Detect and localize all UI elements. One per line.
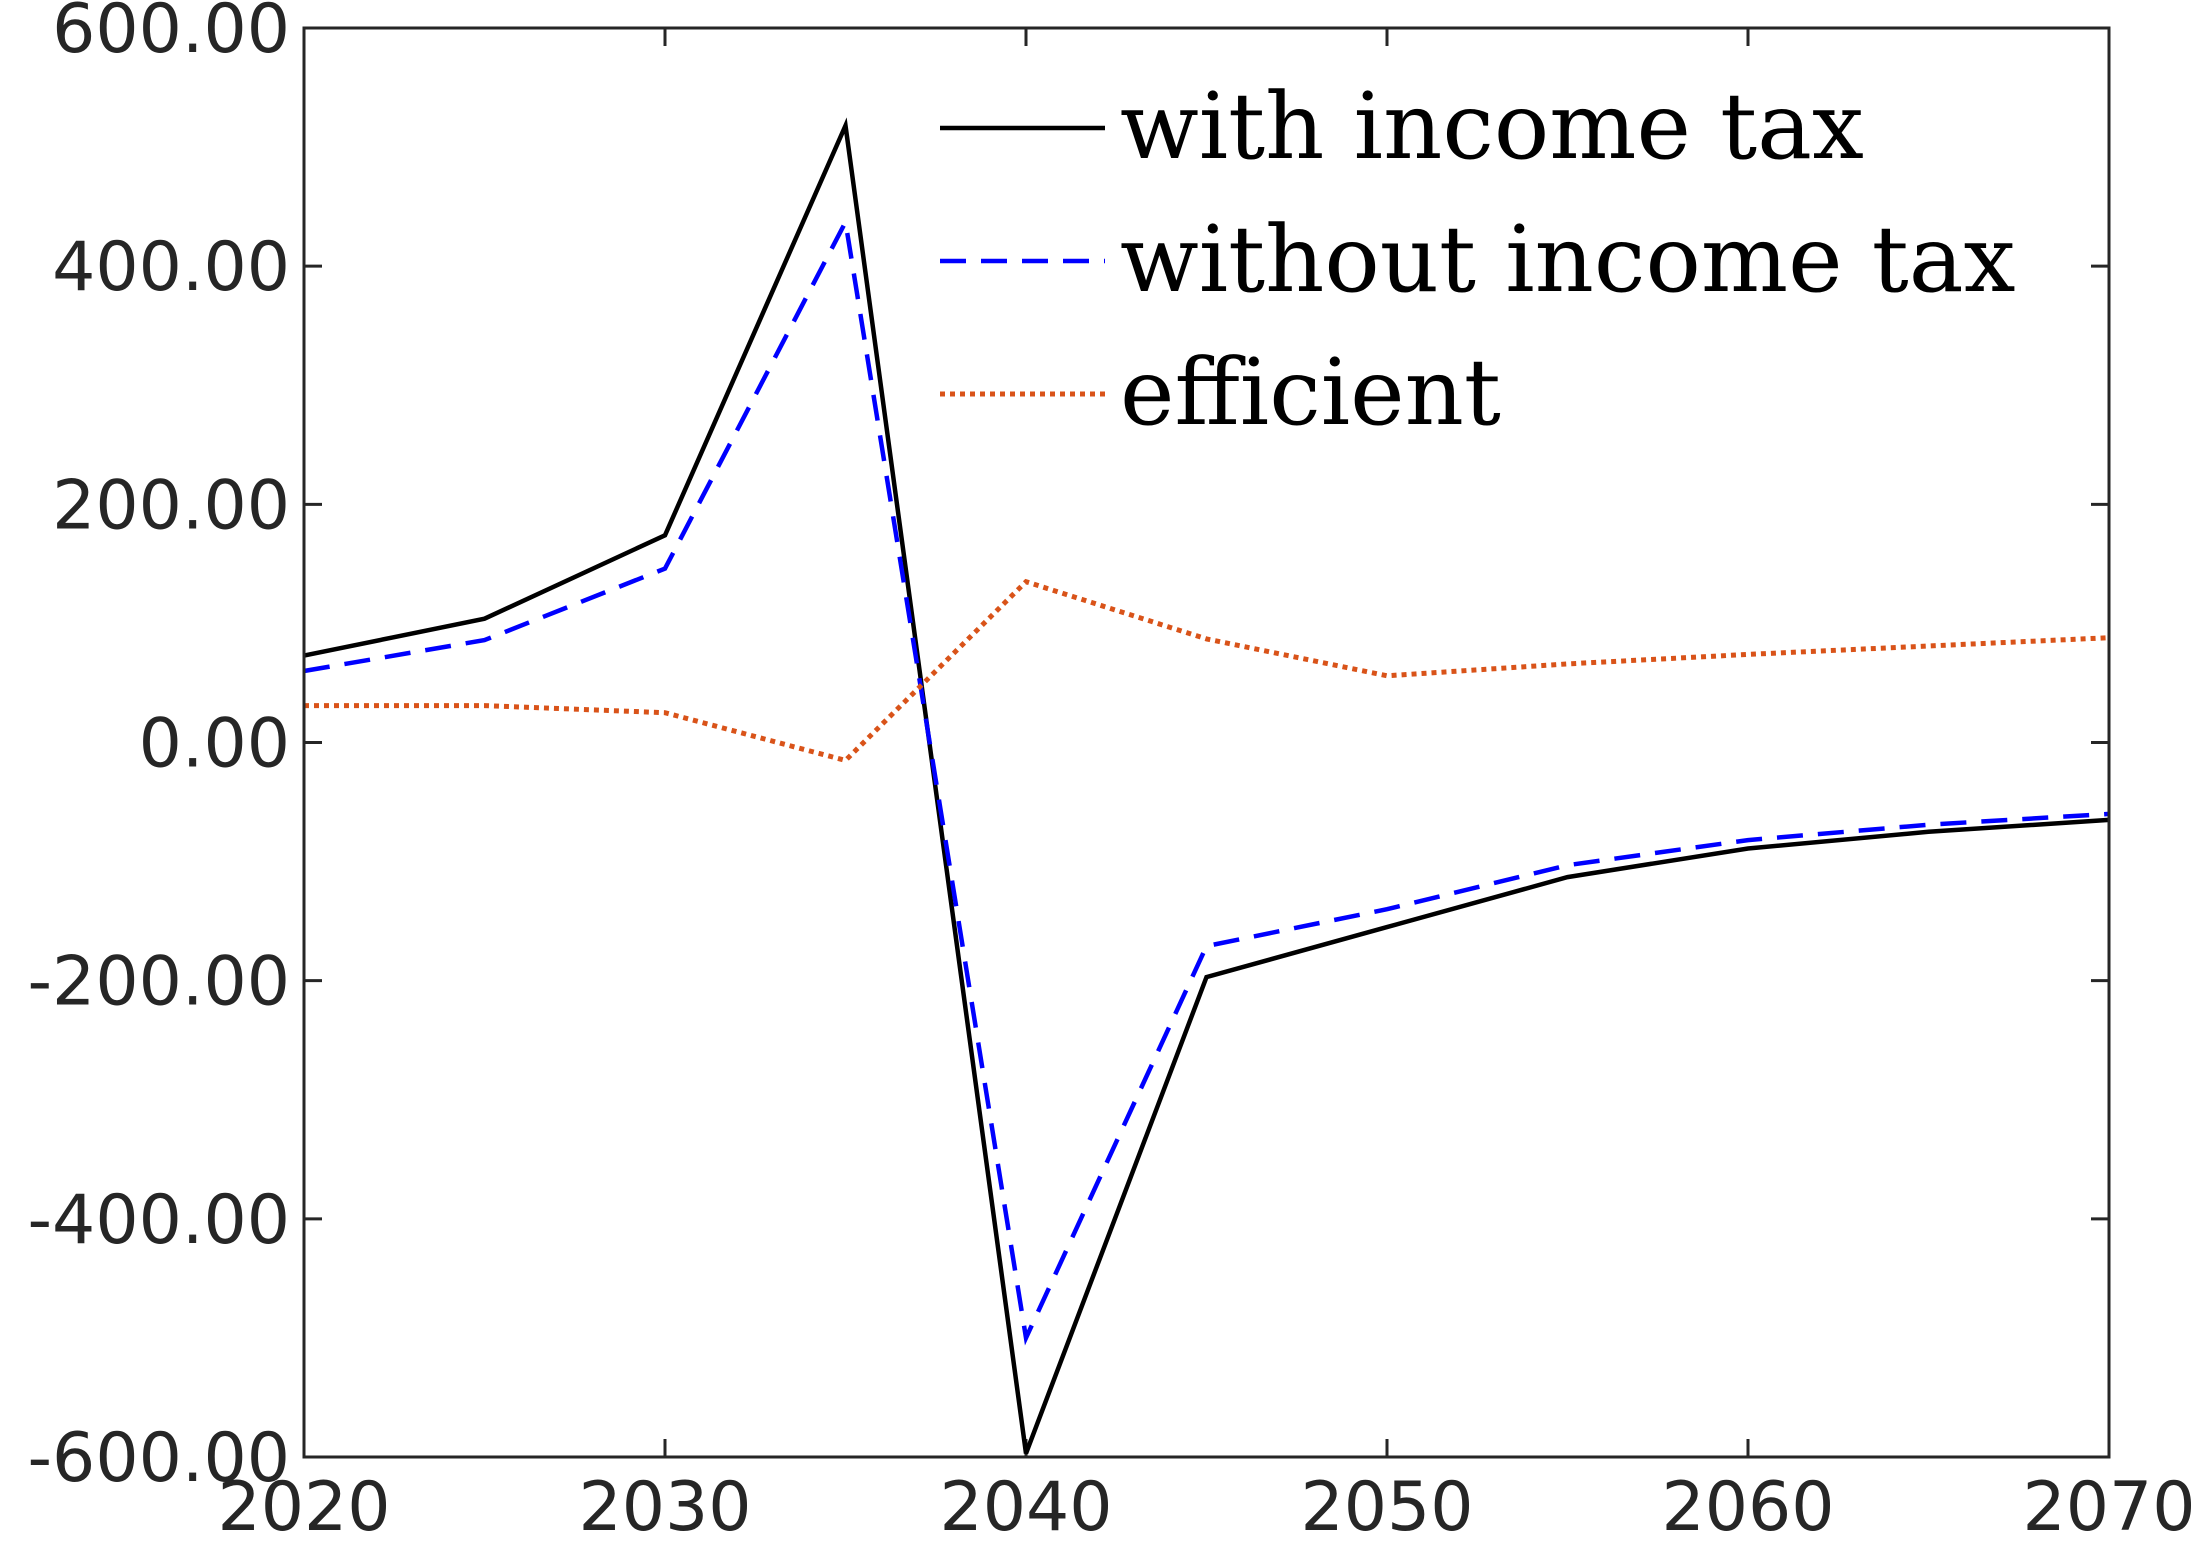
x-tick-label: 2060 xyxy=(1661,1468,1834,1547)
plot-series xyxy=(303,117,2110,1455)
series-line-0 xyxy=(303,117,2110,1455)
y-tick-label: -200.00 xyxy=(28,943,290,1022)
x-tick-label: 2020 xyxy=(217,1468,390,1547)
legend: with income tax without income tax efficie… xyxy=(940,73,2015,446)
legend-label-2: efficient xyxy=(1120,339,1501,446)
y-axis-tick-labels: -600.00 -400.00 -200.00 0.00 200.00 400.00 600… xyxy=(28,0,290,1498)
x-tick-label: 2050 xyxy=(1300,1468,1473,1547)
x-tick-label: 2030 xyxy=(578,1468,751,1547)
y-tick-label: 600.00 xyxy=(52,0,290,69)
series-line-2 xyxy=(304,578,2110,764)
series-line-1 xyxy=(303,215,2110,1346)
y-tick-label: 0.00 xyxy=(139,705,290,784)
x-tick-label: 2040 xyxy=(939,1468,1112,1547)
x-tick-label: 2070 xyxy=(2022,1468,2195,1547)
legend-label-1: without income tax xyxy=(1120,206,2015,313)
y-tick-label: 200.00 xyxy=(52,466,290,545)
y-tick-label: 400.00 xyxy=(52,228,290,307)
axes-frame xyxy=(302,26,2111,1459)
y-tick-label: -600.00 xyxy=(28,1419,290,1498)
x-axis-tick-labels: 2020 2030 2040 2050 2060 2070 xyxy=(217,1468,2195,1547)
legend-label-0: with income tax xyxy=(1120,73,1864,180)
y-tick-label: -400.00 xyxy=(28,1181,290,1260)
